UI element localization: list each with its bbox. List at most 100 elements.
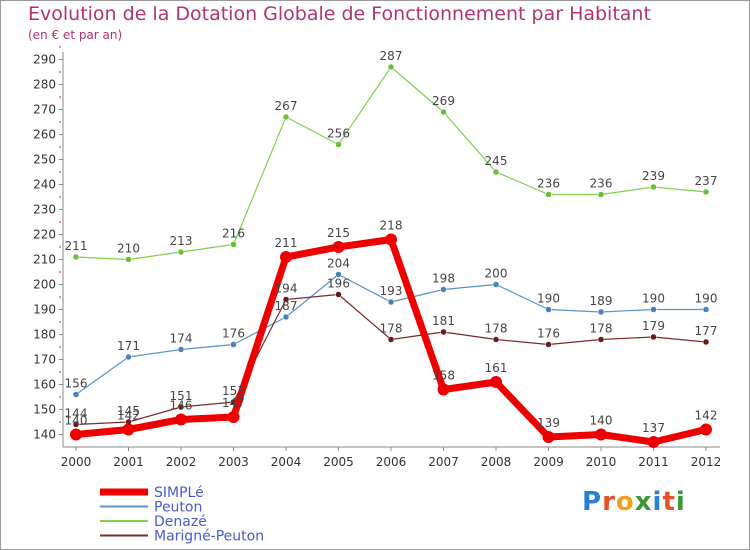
data-point-peuton xyxy=(282,313,290,321)
x-tick-label: 2001 xyxy=(113,455,144,469)
x-tick-label: 2005 xyxy=(323,455,354,469)
x-tick-label: 2002 xyxy=(166,455,197,469)
data-label-denaze: 245 xyxy=(485,154,508,168)
data-point-denaze xyxy=(440,108,447,116)
data-label-simple: 158 xyxy=(432,369,455,383)
chart-title: Evolution de la Dotation Globale de Fonc… xyxy=(28,3,651,25)
data-label-peuton: 204 xyxy=(327,257,350,271)
y-minor-tick xyxy=(59,171,61,173)
x-tick-label: 2012 xyxy=(691,455,722,469)
data-label-peuton: 190 xyxy=(537,292,560,306)
data-label-denaze: 210 xyxy=(117,242,140,256)
data-point-marigne-peuton xyxy=(72,421,80,428)
data-label-denaze: 287 xyxy=(380,49,403,63)
legend-label-denaze: Denazé xyxy=(154,514,207,530)
data-label-peuton: 174 xyxy=(170,332,193,346)
y-tick-label: 200 xyxy=(33,278,56,292)
y-minor-tick xyxy=(59,421,61,423)
data-label-simple: 142 xyxy=(117,409,140,423)
data-label-simple: 146 xyxy=(170,399,193,413)
logo-letter: i xyxy=(652,487,663,517)
data-label-simple: 147 xyxy=(222,396,245,410)
data-point-marigne-peuton xyxy=(335,291,342,298)
data-label-marigne-peuton: 179 xyxy=(642,319,665,333)
data-label-denaze: 213 xyxy=(170,234,193,248)
y-minor-tick xyxy=(59,221,61,223)
data-point-simple xyxy=(700,423,712,436)
data-point-peuton xyxy=(177,346,185,353)
x-tick-label: 2003 xyxy=(218,455,249,469)
data-point-denaze xyxy=(125,256,132,263)
data-label-denaze: 236 xyxy=(537,177,560,191)
y-tick-label: 240 xyxy=(33,178,56,192)
data-label-marigne-peuton: 194 xyxy=(275,282,298,296)
data-point-peuton xyxy=(387,298,395,306)
y-tick-label: 250 xyxy=(33,153,56,167)
logo-letter: P xyxy=(582,487,603,517)
data-point-marigne-peuton xyxy=(440,328,447,336)
data-label-peuton: 171 xyxy=(117,339,140,353)
data-point-peuton xyxy=(597,308,605,316)
y-tick-label: 180 xyxy=(33,328,56,342)
data-point-denaze xyxy=(702,188,710,196)
data-point-denaze xyxy=(177,248,185,256)
data-point-simple xyxy=(332,241,345,253)
data-label-peuton: 187 xyxy=(275,299,298,313)
data-label-simple: 218 xyxy=(380,219,403,233)
data-label-marigne-peuton: 181 xyxy=(432,314,455,328)
logo-letter: o xyxy=(615,487,635,517)
data-point-simple xyxy=(437,383,450,396)
y-tick-label: 290 xyxy=(33,53,56,67)
y-tick-label: 220 xyxy=(33,228,56,242)
y-minor-tick xyxy=(59,371,61,373)
y-minor-tick xyxy=(59,146,61,148)
data-point-peuton xyxy=(702,306,710,313)
data-point-simple xyxy=(542,431,555,443)
data-point-peuton xyxy=(650,306,657,313)
data-point-simple xyxy=(595,428,607,441)
y-tick-label: 150 xyxy=(33,403,56,417)
x-tick-label: 2004 xyxy=(271,455,302,469)
data-label-simple: 211 xyxy=(275,236,298,250)
data-point-denaze xyxy=(545,191,552,198)
proxiti-logo: Proxiti xyxy=(582,487,686,517)
chart-subtitle: (en € et par an) xyxy=(28,28,123,42)
data-label-marigne-peuton: 178 xyxy=(590,322,613,336)
data-point-denaze xyxy=(597,191,605,198)
y-tick-label: 140 xyxy=(33,428,56,442)
data-point-denaze xyxy=(230,241,237,248)
data-label-marigne-peuton: 178 xyxy=(485,322,508,336)
data-point-denaze xyxy=(492,168,500,176)
data-point-denaze xyxy=(282,113,290,121)
data-point-simple xyxy=(122,423,135,436)
x-tick-label: 2007 xyxy=(428,455,459,469)
data-point-denaze xyxy=(72,253,80,261)
legend-label-marigne-peuton: Marigné-Peuton xyxy=(154,529,264,545)
data-label-marigne-peuton: 153 xyxy=(222,384,245,398)
y-minor-tick xyxy=(59,96,61,98)
x-tick-label: 2008 xyxy=(481,455,512,469)
data-point-peuton xyxy=(545,306,552,313)
y-minor-tick xyxy=(59,196,61,198)
logo-letter: t xyxy=(662,487,676,517)
y-minor-tick xyxy=(59,121,61,123)
data-label-peuton: 200 xyxy=(485,267,508,281)
data-point-marigne-peuton xyxy=(177,403,185,411)
data-point-marigne-peuton xyxy=(545,341,552,348)
data-label-peuton: 190 xyxy=(695,292,718,306)
data-labels: 211 210 213 216 267 256 287 269 245 236 236 239 237 1… xyxy=(65,49,718,435)
x-tick-label: 2010 xyxy=(586,455,617,469)
data-label-marigne-peuton: 144 xyxy=(65,407,88,421)
data-label-simple: 140 xyxy=(65,414,88,428)
logo-letter: x xyxy=(634,487,653,517)
y-tick-label: 280 xyxy=(33,78,56,92)
y-minor-tick xyxy=(59,396,61,398)
data-label-peuton: 156 xyxy=(65,377,88,391)
data-point-peuton xyxy=(492,281,500,288)
data-label-peuton: 176 xyxy=(222,327,245,341)
data-label-simple: 142 xyxy=(695,409,718,423)
y-minor-tick xyxy=(59,296,61,298)
y-minor-tick xyxy=(59,321,61,323)
